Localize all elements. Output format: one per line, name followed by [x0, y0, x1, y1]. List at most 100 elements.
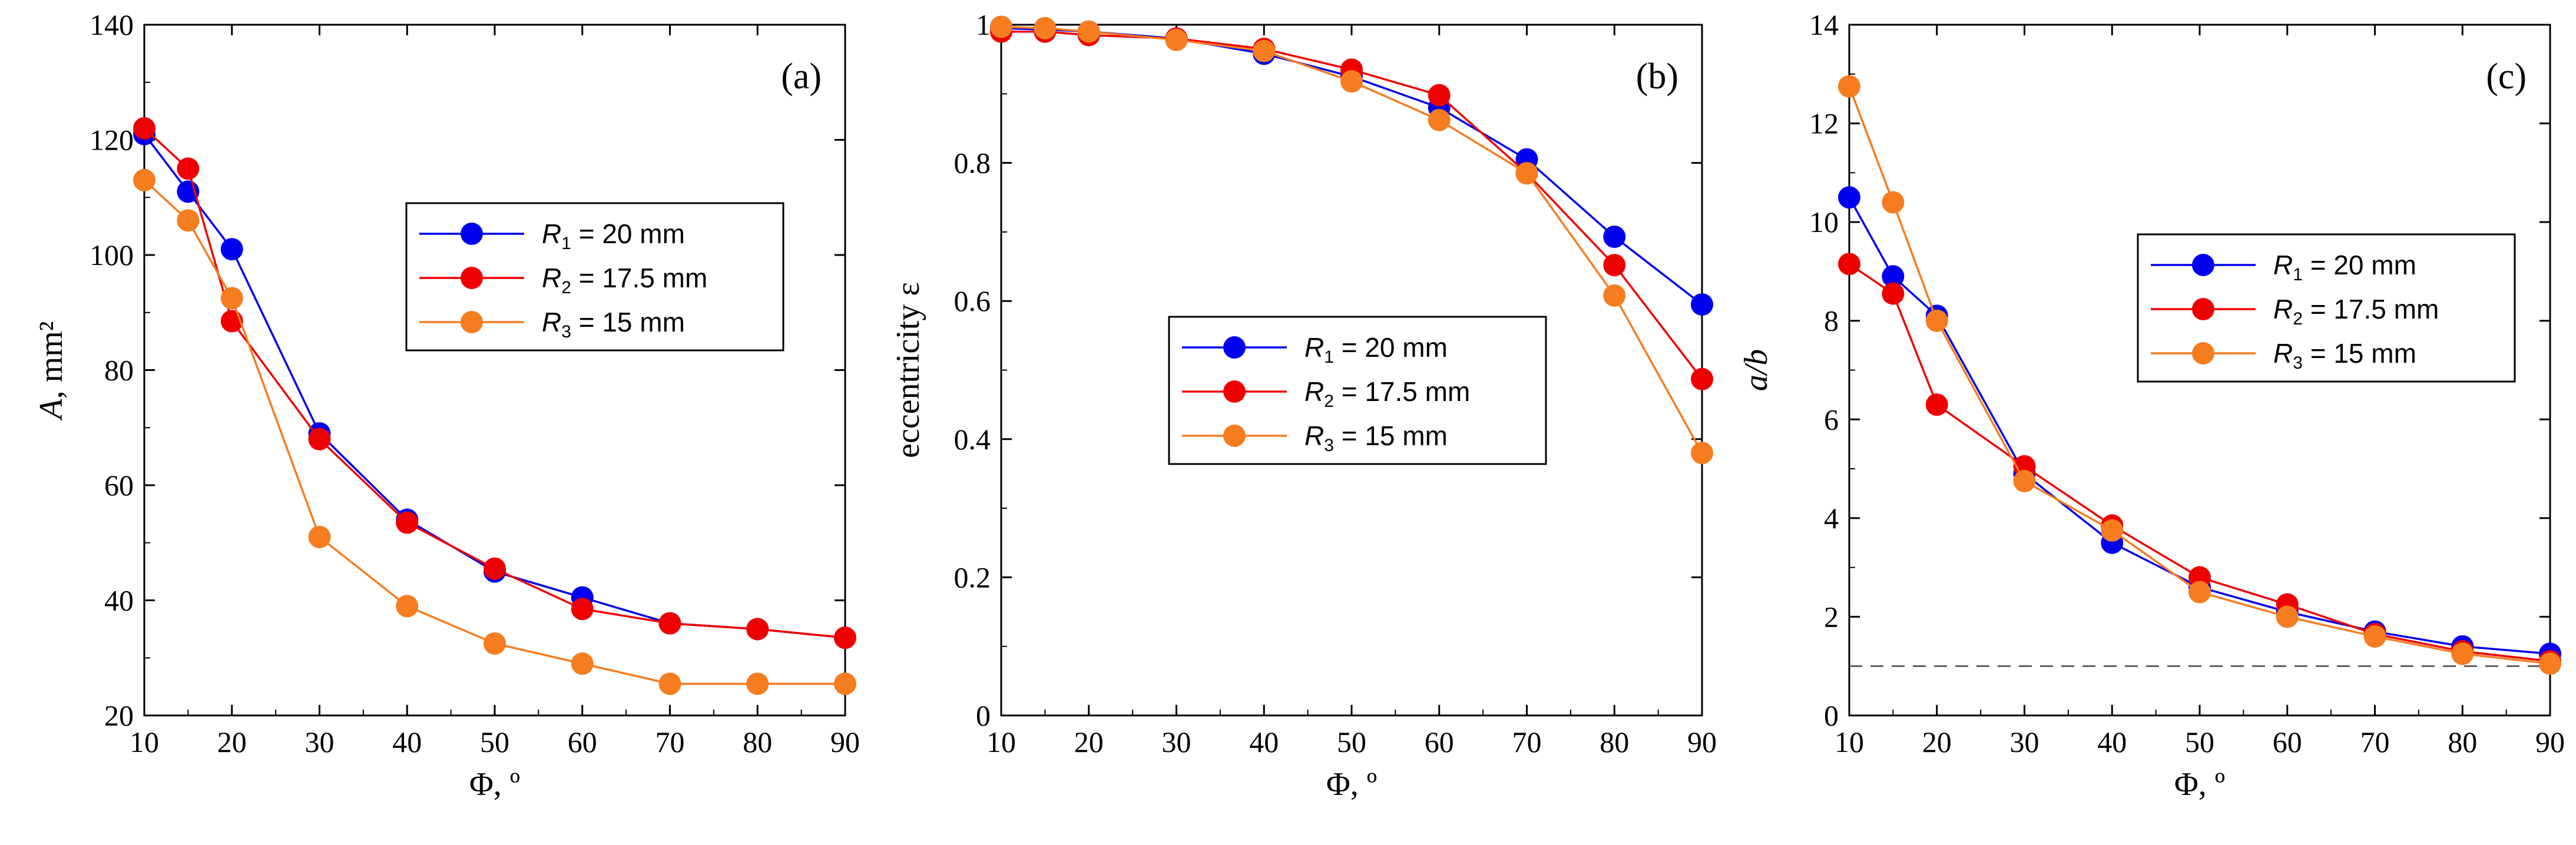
data-point — [2101, 519, 2124, 542]
y-axis-title: eccentricity ε — [890, 282, 926, 458]
data-point — [834, 672, 856, 695]
legend-marker — [461, 267, 483, 289]
data-point — [1882, 282, 1905, 305]
series-3 — [1838, 75, 2561, 675]
data-point — [1077, 20, 1100, 43]
y-tick-label: 4 — [1824, 502, 1839, 535]
y-tick-label: 120 — [90, 124, 134, 157]
legend-marker — [1223, 425, 1246, 447]
y-tick-label: 80 — [104, 354, 134, 387]
data-point — [2276, 605, 2299, 628]
plot-frame — [143, 24, 846, 717]
data-point — [1838, 75, 1860, 98]
data-point — [1925, 309, 1948, 332]
series-line — [1849, 263, 2551, 662]
series-2 — [133, 117, 856, 650]
y-tick-label: 100 — [90, 238, 134, 271]
x-tick-label: 90 — [830, 725, 860, 758]
data-point — [484, 632, 506, 655]
x-tick-label: 50 — [480, 725, 509, 758]
panel-3: 10 20 30 40 50 60 70 80 90 0 2 4 6 8 10 12 14 Φ, º a/b (c) R… — [1738, 8, 2565, 803]
data-point — [990, 15, 1012, 38]
data-point — [396, 511, 419, 534]
y-axis-title: a/b — [1738, 349, 1774, 392]
data-point — [746, 672, 769, 695]
x-tick-label: 50 — [2185, 725, 2214, 758]
data-point — [1340, 70, 1363, 93]
legend-entry: R2 = 17.5 mm — [1304, 376, 1470, 411]
legend: R1 = 20 mm R2 = 17.5 mm R3 = 15 mm — [1168, 316, 1547, 465]
series-line — [1848, 86, 2551, 665]
x-tick-label: 70 — [1512, 725, 1542, 758]
y-tick-label: 8 — [1824, 304, 1839, 337]
data-point — [1838, 253, 1860, 276]
data-point — [220, 238, 243, 261]
legend-entry: R2 = 17.5 mm — [2273, 294, 2439, 329]
data-point — [1428, 84, 1451, 107]
x-tick-label: 80 — [1600, 725, 1629, 758]
x-tick-label: 40 — [392, 725, 422, 758]
data-point — [1691, 367, 1713, 390]
data-point — [1603, 284, 1626, 307]
data-point — [1882, 191, 1905, 214]
data-point — [571, 598, 594, 621]
x-tick-label: 20 — [1074, 725, 1104, 758]
data-point — [2539, 652, 2561, 675]
legend-entry: R1 = 20 mm — [542, 218, 685, 253]
data-point — [1882, 265, 1905, 288]
x-tick-label: 10 — [986, 725, 1016, 758]
x-tick-label: 30 — [2010, 725, 2039, 758]
x-tick-label: 10 — [130, 725, 159, 758]
x-tick-label: 30 — [1162, 725, 1191, 758]
data-point — [308, 525, 331, 548]
x-axis-title: Φ, º — [2174, 766, 2225, 803]
x-tick-label: 60 — [568, 725, 597, 758]
x-tick-label: 70 — [655, 725, 685, 758]
legend-entry: R1 = 20 mm — [1304, 332, 1448, 367]
legend-marker — [2192, 254, 2214, 276]
x-axis-title: Φ, º — [469, 766, 520, 803]
x-tick-label: 20 — [1922, 725, 1952, 758]
x-tick-label: 90 — [2535, 725, 2565, 758]
data-point — [308, 428, 331, 450]
y-tick-label: 6 — [1824, 403, 1839, 436]
series-line — [143, 179, 845, 685]
panel-label: (a) — [781, 57, 822, 97]
legend-marker — [2192, 342, 2214, 364]
data-point — [133, 117, 155, 140]
x-tick-label: 80 — [2448, 725, 2477, 758]
data-point — [1253, 39, 1276, 62]
legend-entry: R2 = 17.5 mm — [542, 263, 707, 297]
y-tick-label: 12 — [1809, 107, 1839, 140]
y-tick-label: 14 — [1809, 8, 1839, 41]
y-tick-label: 1 — [976, 8, 991, 41]
x-axis-title: Φ, º — [1326, 766, 1377, 803]
x-tick-label: 70 — [2360, 725, 2390, 758]
data-point — [1603, 254, 1626, 277]
y-axis-title: A, mm² — [33, 321, 69, 421]
x-tick-label: 60 — [1425, 725, 1454, 758]
x-tick-label: 90 — [1687, 725, 1717, 758]
y-tick-label: 0.8 — [954, 147, 991, 180]
y-tick-label: 0 — [1824, 699, 1839, 732]
data-point — [2363, 625, 2386, 648]
y-tick-label: 0.4 — [954, 423, 991, 456]
data-point — [484, 557, 506, 580]
x-tick-label: 50 — [1337, 725, 1366, 758]
legend: R1 = 20 mm R2 = 17.5 mm R3 = 15 mm — [405, 202, 784, 352]
y-tick-label: 0.6 — [954, 284, 991, 317]
x-tick-label: 60 — [2273, 725, 2302, 758]
legend-marker — [1223, 380, 1246, 403]
data-point — [1691, 442, 1713, 465]
y-tick-label: 2 — [1824, 600, 1839, 633]
series-3 — [133, 168, 856, 695]
data-point — [571, 652, 594, 675]
panel-label: (c) — [2486, 57, 2527, 97]
series-line — [143, 127, 846, 639]
x-tick-label: 40 — [2097, 725, 2127, 758]
x-tick-label: 10 — [1835, 725, 1864, 758]
x-tick-label: 40 — [1249, 725, 1279, 758]
series-line — [1001, 25, 1703, 454]
